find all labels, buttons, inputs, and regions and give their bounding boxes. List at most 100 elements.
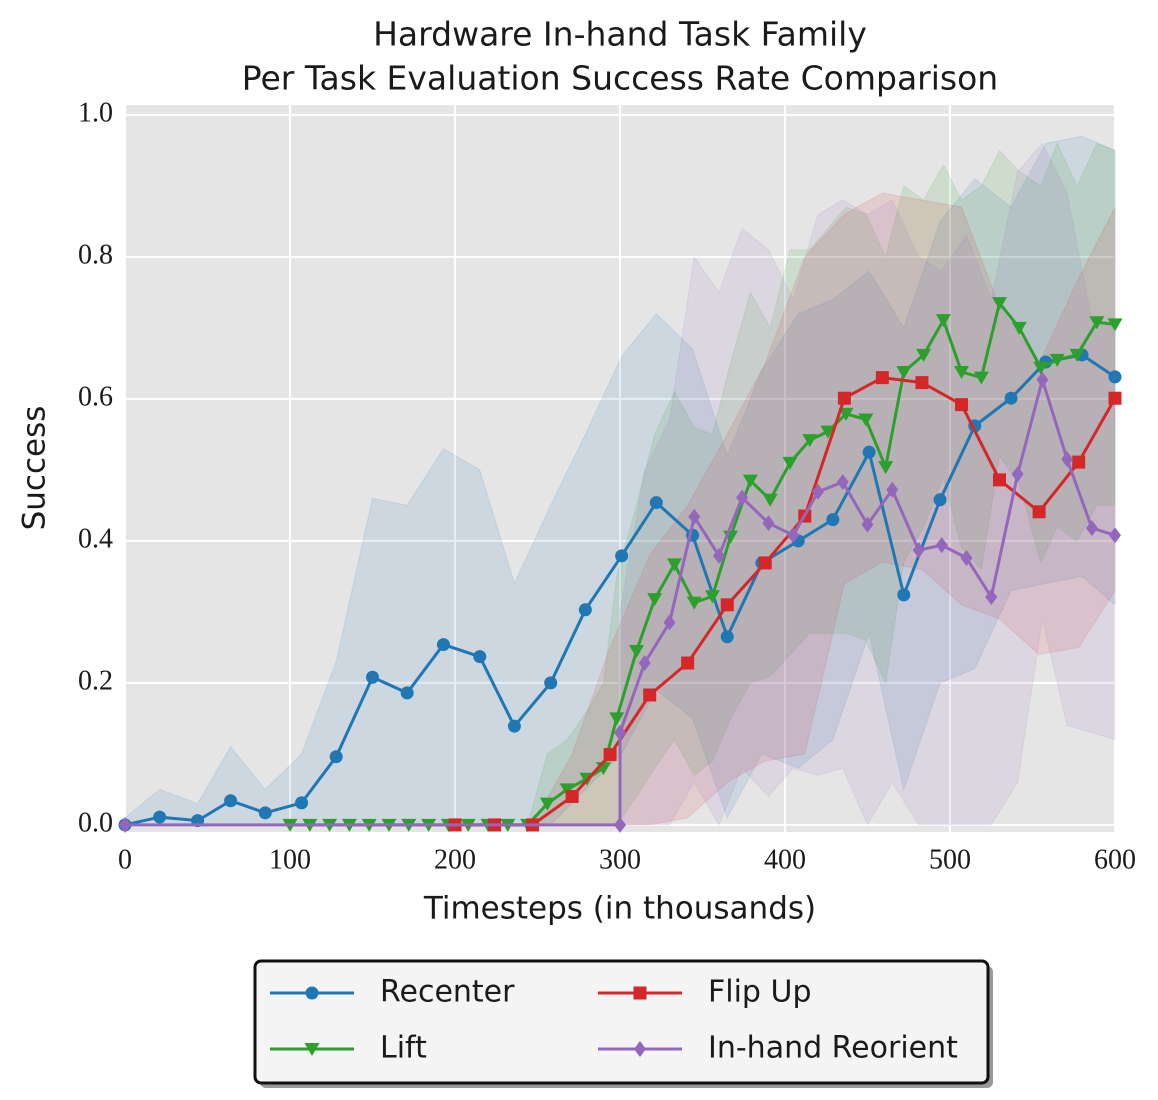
marker [736, 489, 749, 506]
marker [544, 676, 558, 690]
marker [838, 407, 854, 421]
x-axis-label: Timesteps (in thousands) [423, 891, 816, 927]
marker [578, 603, 592, 617]
marker [742, 474, 758, 488]
marker [649, 496, 663, 510]
marker [609, 712, 625, 726]
marker [713, 547, 725, 564]
marker [643, 688, 657, 702]
marker [329, 750, 343, 764]
marker [878, 461, 894, 475]
marker [826, 513, 840, 527]
marker [858, 413, 874, 427]
marker [812, 483, 824, 500]
marker [720, 630, 734, 644]
marker [305, 986, 319, 1000]
marker [681, 656, 695, 670]
marker [762, 493, 778, 507]
marker [1085, 520, 1098, 537]
marker [993, 473, 1006, 487]
marker [473, 650, 487, 664]
marker [615, 549, 629, 563]
marker [688, 508, 701, 525]
marker [985, 589, 998, 606]
chart-title: Per Task Evaluation Success Rate Compari… [242, 59, 998, 98]
x-tick-label: 500 [929, 844, 971, 875]
marker [629, 644, 644, 658]
marker [603, 748, 617, 762]
legend-label: In-hand Reorient [708, 1031, 958, 1066]
marker [295, 796, 309, 810]
legend-label: Lift [380, 1031, 427, 1066]
y-axis-label: Success [17, 406, 53, 531]
marker [1061, 451, 1074, 468]
marker [954, 365, 970, 379]
marker [565, 790, 579, 804]
marker [836, 473, 849, 490]
marker [992, 297, 1007, 311]
marker [720, 598, 734, 612]
marker [614, 724, 626, 741]
marker [1011, 321, 1027, 335]
marker [802, 434, 818, 448]
x-tick-label: 400 [764, 844, 806, 875]
marker [1089, 316, 1105, 330]
y-tick-label: 0.2 [78, 665, 113, 696]
marker [507, 719, 521, 733]
marker [758, 556, 772, 570]
marker [897, 588, 911, 602]
marker [837, 391, 851, 405]
marker [862, 445, 876, 459]
marker [886, 481, 899, 498]
marker [875, 371, 889, 385]
marker [1011, 466, 1024, 483]
marker [1032, 505, 1046, 519]
marker [1069, 348, 1085, 362]
y-tick-label: 1.0 [78, 97, 113, 128]
marker [400, 686, 414, 700]
marker [559, 783, 575, 797]
x-tick-label: 200 [434, 844, 476, 875]
marker [614, 816, 626, 833]
marker [1072, 455, 1086, 469]
legend-label: Flip Up [708, 975, 812, 1010]
marker [787, 527, 800, 544]
x-tick-label: 600 [1094, 844, 1136, 875]
marker [935, 314, 951, 328]
marker [782, 456, 798, 470]
marker [436, 638, 450, 652]
marker [1108, 370, 1122, 384]
y-tick-label: 0.8 [78, 239, 113, 270]
marker [935, 537, 948, 554]
marker [539, 797, 555, 811]
marker [933, 493, 947, 507]
marker [686, 596, 702, 610]
y-tick-label: 0.4 [78, 523, 113, 554]
marker [224, 794, 238, 808]
marker [638, 655, 651, 672]
marker [820, 425, 836, 439]
marker [153, 810, 167, 824]
series-line [455, 376, 1117, 827]
marker [663, 614, 676, 631]
marker [1109, 527, 1121, 544]
legend-label: Recenter [380, 975, 515, 1010]
marker [1004, 391, 1018, 405]
marker [960, 549, 973, 566]
marker [955, 398, 969, 412]
x-tick-label: 0 [118, 844, 132, 875]
x-tick-label: 300 [599, 844, 641, 875]
marker [119, 816, 131, 833]
marker [1049, 353, 1065, 367]
marker [896, 365, 912, 379]
marker [258, 806, 272, 820]
marker [1108, 391, 1122, 405]
y-tick-label: 0.0 [78, 807, 113, 838]
marker [915, 376, 929, 390]
marker [666, 558, 682, 572]
marker [1107, 318, 1123, 332]
marker [861, 516, 874, 533]
marker [912, 542, 925, 559]
marker [762, 515, 775, 532]
